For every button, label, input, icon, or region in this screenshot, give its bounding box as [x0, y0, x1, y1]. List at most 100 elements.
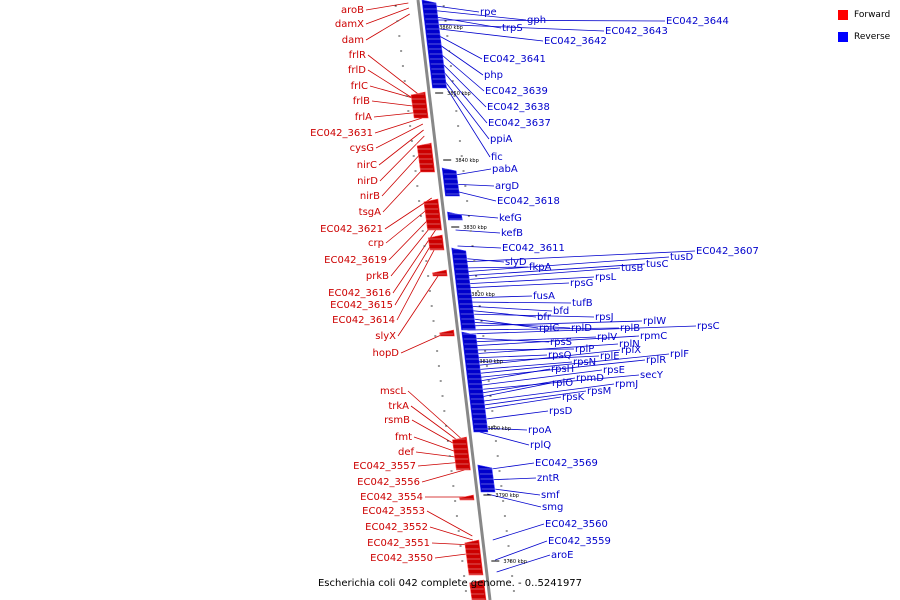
- forward-gene-label[interactable]: rsmB: [384, 415, 410, 426]
- reverse-gene-label[interactable]: slyD: [505, 257, 527, 268]
- legend-item-forward[interactable]: Forward: [838, 9, 890, 21]
- forward-gene-block[interactable]: [469, 579, 487, 600]
- forward-gene-label[interactable]: def: [398, 447, 415, 458]
- reverse-gene-label[interactable]: secY: [640, 370, 664, 381]
- reverse-gene-label[interactable]: rplF: [670, 349, 689, 360]
- reverse-gene-label[interactable]: rplO: [552, 378, 573, 389]
- reverse-gene-block[interactable]: [461, 331, 489, 433]
- forward-gene-label[interactable]: frlB: [353, 96, 370, 107]
- forward-gene-block[interactable]: [464, 539, 484, 576]
- forward-gene-label[interactable]: EC042_3616: [328, 288, 391, 299]
- forward-gene-block[interactable]: [423, 198, 442, 231]
- reverse-gene-label[interactable]: rpsK: [562, 392, 585, 403]
- reverse-gene-label[interactable]: rpsS: [550, 337, 572, 348]
- reverse-gene-label[interactable]: rpsG: [570, 278, 593, 289]
- forward-gene-block[interactable]: [439, 329, 455, 337]
- forward-gene-block[interactable]: [427, 234, 445, 251]
- reverse-gene-label[interactable]: rpoA: [528, 425, 552, 436]
- reverse-gene-label[interactable]: EC042_3618: [497, 196, 560, 207]
- reverse-gene-label[interactable]: tusB: [621, 263, 643, 274]
- reverse-gene-label[interactable]: rpsL: [595, 272, 617, 283]
- forward-gene-label[interactable]: fmt: [395, 432, 412, 443]
- reverse-gene-block[interactable]: [477, 464, 496, 493]
- reverse-gene-label[interactable]: fkpA: [529, 262, 552, 273]
- reverse-gene-label[interactable]: rplD: [571, 323, 592, 334]
- reverse-gene-block[interactable]: [441, 167, 460, 197]
- reverse-gene-label[interactable]: EC042_3641: [483, 54, 546, 65]
- reverse-gene-label[interactable]: bfr: [537, 312, 552, 323]
- reverse-gene-label[interactable]: rplR: [646, 355, 666, 366]
- reverse-gene-label[interactable]: EC042_3644: [666, 16, 729, 27]
- reverse-gene-label[interactable]: EC042_3559: [548, 536, 611, 547]
- reverse-gene-label[interactable]: EC042_3607: [696, 246, 759, 257]
- forward-gene-label[interactable]: mscL: [380, 386, 406, 397]
- reverse-gene-label[interactable]: aroE: [551, 550, 573, 561]
- reverse-gene-label[interactable]: rpmD: [576, 373, 604, 384]
- reverse-gene-label[interactable]: rplE: [600, 351, 620, 362]
- forward-gene-label[interactable]: frlD: [348, 65, 366, 76]
- reverse-gene-label[interactable]: EC042_3643: [605, 26, 668, 37]
- forward-gene-label[interactable]: prkB: [366, 271, 389, 282]
- reverse-gene-label[interactable]: rpsN: [573, 357, 596, 368]
- forward-gene-block[interactable]: [432, 269, 448, 277]
- forward-gene-label[interactable]: EC042_3550: [370, 553, 433, 564]
- reverse-gene-label[interactable]: EC042_3638: [487, 102, 550, 113]
- reverse-gene-label[interactable]: rplW: [643, 316, 666, 327]
- forward-gene-label[interactable]: frlC: [351, 81, 368, 92]
- forward-gene-label[interactable]: slyX: [375, 331, 396, 342]
- forward-gene-label[interactable]: EC042_3619: [324, 255, 387, 266]
- reverse-gene-label[interactable]: rplN: [619, 339, 640, 350]
- forward-gene-label[interactable]: frlA: [355, 112, 372, 123]
- forward-gene-label[interactable]: EC042_3553: [362, 506, 425, 517]
- reverse-gene-label[interactable]: ppiA: [490, 134, 512, 145]
- forward-gene-label[interactable]: cysG: [350, 143, 374, 154]
- reverse-gene-label[interactable]: rplX: [621, 345, 641, 356]
- reverse-gene-label[interactable]: rpmJ: [615, 379, 638, 390]
- reverse-gene-label[interactable]: rpsQ: [548, 350, 572, 361]
- reverse-gene-label[interactable]: rpsM: [587, 386, 611, 397]
- reverse-gene-label[interactable]: rplP: [575, 344, 594, 355]
- forward-gene-label[interactable]: damX: [335, 19, 364, 30]
- reverse-gene-label[interactable]: smg: [542, 502, 563, 513]
- reverse-gene-label[interactable]: rpsE: [603, 365, 625, 376]
- forward-gene-label[interactable]: hopD: [372, 348, 399, 359]
- legend-item-reverse[interactable]: Reverse: [838, 31, 890, 43]
- reverse-gene-label[interactable]: rpsH: [551, 364, 574, 375]
- forward-gene-label[interactable]: EC042_3621: [320, 224, 383, 235]
- reverse-gene-label[interactable]: rplC: [539, 323, 559, 334]
- reverse-gene-label[interactable]: rpe: [480, 7, 497, 18]
- forward-gene-label[interactable]: EC042_3552: [365, 522, 428, 533]
- forward-gene-label[interactable]: crp: [368, 238, 384, 249]
- reverse-gene-label[interactable]: EC042_3637: [488, 118, 551, 129]
- reverse-gene-label[interactable]: EC042_3569: [535, 458, 598, 469]
- reverse-gene-label[interactable]: bfd: [553, 306, 569, 317]
- reverse-gene-label[interactable]: rplV: [597, 332, 617, 343]
- reverse-gene-label[interactable]: EC042_3611: [502, 243, 565, 254]
- forward-gene-label[interactable]: nirD: [357, 176, 378, 187]
- reverse-gene-label[interactable]: tusC: [646, 259, 668, 270]
- reverse-gene-label[interactable]: zntR: [537, 473, 560, 484]
- reverse-gene-label[interactable]: fusA: [533, 291, 555, 302]
- reverse-gene-label[interactable]: trpS: [502, 23, 523, 34]
- forward-gene-label[interactable]: tsgA: [359, 207, 381, 218]
- forward-gene-label[interactable]: EC042_3631: [310, 128, 373, 139]
- forward-gene-block[interactable]: [416, 142, 435, 173]
- forward-gene-label[interactable]: EC042_3551: [367, 538, 430, 549]
- forward-gene-label[interactable]: dam: [342, 35, 364, 46]
- reverse-gene-label[interactable]: rpsD: [549, 406, 573, 417]
- reverse-gene-label[interactable]: gph: [527, 15, 546, 26]
- forward-gene-label[interactable]: EC042_3556: [357, 477, 420, 488]
- reverse-gene-label[interactable]: rpsJ: [595, 312, 614, 323]
- forward-gene-label[interactable]: EC042_3554: [360, 492, 423, 503]
- reverse-gene-label[interactable]: php: [484, 70, 503, 81]
- forward-gene-label[interactable]: aroB: [341, 5, 364, 16]
- reverse-gene-label[interactable]: rplB: [620, 323, 640, 334]
- reverse-gene-label[interactable]: EC042_3642: [544, 36, 607, 47]
- forward-gene-label[interactable]: nirC: [357, 160, 377, 171]
- reverse-gene-label[interactable]: argD: [495, 181, 519, 192]
- forward-gene-label[interactable]: EC042_3615: [330, 300, 393, 311]
- reverse-gene-label[interactable]: rpmC: [640, 331, 667, 342]
- forward-gene-label[interactable]: trkA: [388, 401, 409, 412]
- reverse-gene-label[interactable]: EC042_3639: [485, 86, 548, 97]
- reverse-gene-label[interactable]: rplQ: [530, 440, 551, 451]
